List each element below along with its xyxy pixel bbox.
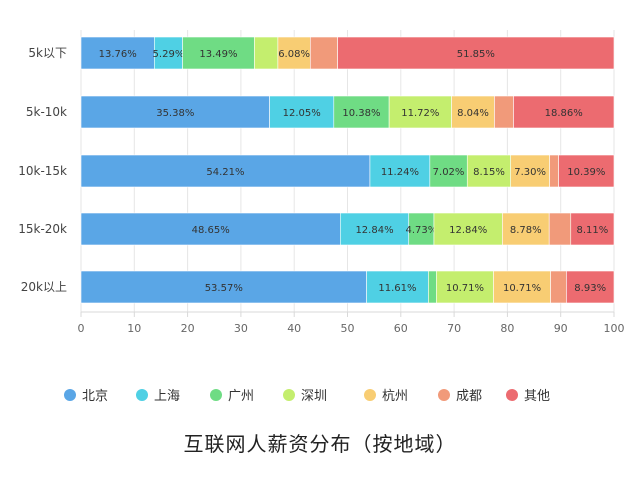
tick-label: 30 bbox=[234, 322, 248, 335]
data-label: 6.08% bbox=[278, 49, 310, 60]
bar-segment bbox=[502, 212, 550, 246]
bar-segment bbox=[80, 212, 341, 246]
data-label: 12.84% bbox=[355, 225, 393, 236]
bar-segment bbox=[429, 154, 468, 188]
data-label: 11.72% bbox=[401, 108, 439, 119]
bar-segment bbox=[513, 95, 615, 129]
legend-label: 上海 bbox=[154, 389, 180, 404]
data-label: 48.65% bbox=[192, 225, 230, 236]
legend-label: 成都 bbox=[456, 389, 482, 404]
data-label: 8.78% bbox=[510, 225, 542, 236]
data-label: 5.29% bbox=[153, 49, 185, 60]
data-label: 51.85% bbox=[457, 49, 495, 60]
category-label: 20k以上 bbox=[21, 280, 67, 294]
legend-swatch bbox=[364, 389, 376, 401]
bar-segment bbox=[408, 212, 435, 246]
legend-swatch bbox=[64, 389, 76, 401]
tick-label: 70 bbox=[447, 322, 461, 335]
data-label: 13.49% bbox=[199, 49, 237, 60]
data-label: 10.39% bbox=[567, 167, 605, 178]
bar-segment bbox=[366, 270, 429, 304]
tick-label: 10 bbox=[127, 322, 141, 335]
data-label: 12.84% bbox=[449, 225, 487, 236]
bar-segment bbox=[80, 95, 270, 129]
data-label: 10.71% bbox=[503, 283, 541, 294]
legend-label: 北京 bbox=[82, 389, 108, 404]
legend-swatch bbox=[210, 389, 222, 401]
data-label: 10.71% bbox=[446, 283, 484, 294]
bar-segment bbox=[254, 36, 279, 70]
bar-segment bbox=[369, 154, 431, 188]
category-label: 15k-20k bbox=[18, 222, 67, 236]
data-label: 13.76% bbox=[99, 49, 137, 60]
bar-segment bbox=[80, 154, 371, 188]
x-axis: 0 10 20 30 40 50 60 70 80 90 100 bbox=[78, 311, 625, 335]
bar-segment bbox=[182, 36, 255, 70]
legend-label: 广州 bbox=[228, 389, 254, 404]
data-label: 12.05% bbox=[283, 108, 321, 119]
bar-segment bbox=[428, 270, 437, 304]
data-label: 8.11% bbox=[576, 225, 608, 236]
bar-segment bbox=[466, 154, 512, 188]
legend-swatch bbox=[506, 389, 518, 401]
bar-segment bbox=[566, 270, 615, 304]
category-label: 10k-15k bbox=[18, 164, 67, 178]
data-label: 4.73% bbox=[405, 225, 437, 236]
bar-segment bbox=[388, 95, 452, 129]
legend-swatch bbox=[283, 389, 295, 401]
data-label: 54.21% bbox=[206, 167, 244, 178]
legend-label: 深圳 bbox=[301, 389, 327, 404]
data-label: 11.61% bbox=[378, 283, 416, 294]
bar-segment bbox=[80, 270, 367, 304]
legend-label: 杭州 bbox=[382, 389, 408, 404]
bar-segment bbox=[337, 36, 615, 70]
tick-label: 40 bbox=[287, 322, 301, 335]
bar-segment bbox=[549, 154, 559, 188]
category-label: 5k-10k bbox=[26, 105, 67, 119]
bar-segment bbox=[493, 270, 551, 304]
bar-segment bbox=[558, 154, 615, 188]
data-label: 10.38% bbox=[342, 108, 380, 119]
tick-label: 20 bbox=[181, 322, 195, 335]
bar-segment bbox=[154, 36, 183, 70]
bar-segment bbox=[340, 212, 410, 246]
bar-segment bbox=[550, 270, 567, 304]
bar-segment bbox=[548, 212, 572, 246]
tick-label: 90 bbox=[554, 322, 568, 335]
bar-segment bbox=[494, 95, 514, 129]
data-label: 7.02% bbox=[433, 167, 465, 178]
bar-segment bbox=[333, 95, 390, 129]
chart-title: 互联网人薪资分布（按地域） bbox=[184, 432, 457, 456]
bar-segment bbox=[309, 36, 338, 70]
legend-swatch bbox=[438, 389, 450, 401]
tick-label: 100 bbox=[604, 322, 625, 335]
tick-label: 50 bbox=[341, 322, 355, 335]
bar-segment bbox=[451, 95, 495, 129]
category-label: 5k以下 bbox=[28, 46, 67, 60]
tick-label: 0 bbox=[78, 322, 85, 335]
data-label: 35.38% bbox=[156, 108, 194, 119]
data-label: 11.24% bbox=[381, 167, 419, 178]
data-label: 53.57% bbox=[205, 283, 243, 294]
data-label: 8.93% bbox=[574, 283, 606, 294]
data-label: 7.30% bbox=[514, 167, 546, 178]
bars: 13.76% 5.29% 13.49% 6.08% 51.85% 35.38% 12.05%… bbox=[80, 36, 615, 304]
legend: 北京 上海 广州 深圳 杭州 成都 其他 bbox=[64, 389, 550, 404]
category-labels: 5k以下 5k-10k 10k-15k 15k-20k 20k以上 bbox=[18, 46, 67, 294]
tick-label: 80 bbox=[500, 322, 514, 335]
data-label: 18.86% bbox=[545, 108, 583, 119]
bar-segment bbox=[277, 36, 311, 70]
bar-segment bbox=[80, 36, 155, 70]
bar-segment bbox=[570, 212, 615, 246]
bar-segment bbox=[433, 212, 503, 246]
legend-swatch bbox=[136, 389, 148, 401]
tick-label: 60 bbox=[394, 322, 408, 335]
data-label: 8.15% bbox=[473, 167, 505, 178]
data-label: 8.04% bbox=[457, 108, 489, 119]
legend-label: 其他 bbox=[524, 389, 550, 404]
bar-segment bbox=[269, 95, 335, 129]
